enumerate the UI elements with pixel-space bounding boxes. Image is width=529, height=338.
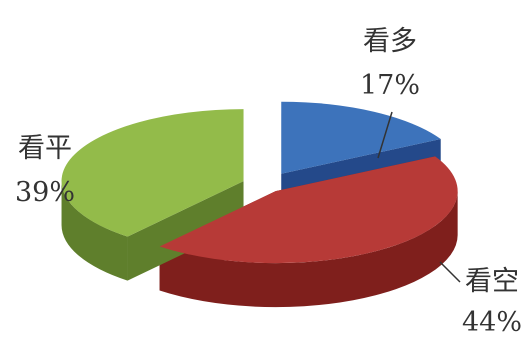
leader-lines	[377, 111, 461, 283]
slice-name-label: 看多	[363, 26, 417, 57]
pie-slice	[61, 109, 244, 237]
leader-line	[377, 111, 393, 159]
slice-percent-label: 39%	[15, 177, 75, 208]
leader-line	[439, 261, 461, 283]
slice-name-label: 看空	[465, 266, 519, 297]
slice-tops	[61, 101, 458, 264]
slice-percent-label: 44%	[462, 307, 522, 338]
slice-side	[61, 181, 128, 281]
slice-name-label: 看平	[18, 133, 72, 164]
slice-side	[159, 191, 458, 308]
pie-slice	[159, 156, 458, 264]
slice-percent-label: 17%	[360, 70, 420, 101]
pie-slice	[281, 101, 441, 174]
slice-wall	[127, 181, 244, 281]
